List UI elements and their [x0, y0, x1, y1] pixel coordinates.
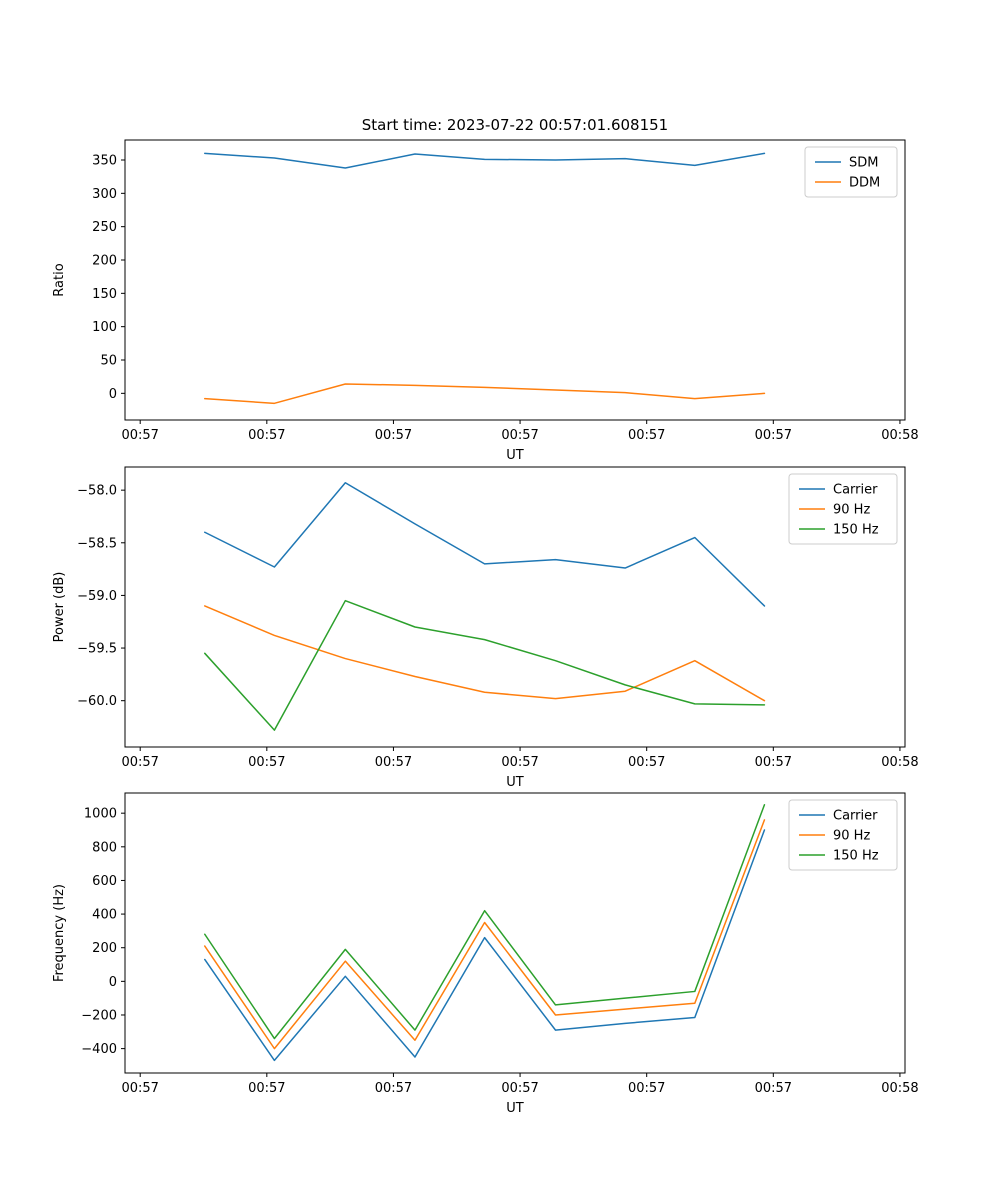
y-tick-label: 200: [92, 941, 117, 956]
y-tick-label: −58.0: [77, 484, 117, 499]
legend: Carrier 90 Hz 150 Hz: [788, 799, 898, 871]
x-tick-label: 00:57: [628, 755, 665, 770]
series-line-sdm: [204, 152, 766, 169]
legend-label: SDM: [849, 156, 878, 171]
x-tick-label: 00:57: [628, 428, 665, 443]
y-tick-label: 200: [92, 254, 117, 269]
x-tick-label: 00:57: [248, 755, 285, 770]
y-tick-label: 250: [92, 220, 117, 235]
legend: Carrier 90 Hz 150 Hz: [788, 473, 898, 545]
y-tick-label: −60.0: [77, 694, 117, 709]
legend-label: 150 Hz: [833, 523, 879, 538]
x-tick-label: 00:57: [755, 755, 792, 770]
x-tick-label: 00:57: [501, 755, 538, 770]
y-axis-label: Power (dB): [52, 572, 67, 643]
y-tick-label: 0: [109, 387, 117, 402]
series-line-carrier: [204, 482, 766, 607]
x-tick-label: 00:57: [121, 1081, 158, 1096]
series-line-carrier: [204, 829, 766, 1062]
legend-box: [788, 473, 898, 545]
series-line-ddm: [204, 383, 766, 405]
y-tick-label: −200: [81, 1008, 117, 1023]
x-axis-label: UT: [506, 1101, 524, 1116]
x-tick-label: 00:57: [628, 1081, 665, 1096]
legend-label: 90 Hz: [833, 503, 870, 518]
x-tick-label: 00:57: [755, 1081, 792, 1096]
legend-box: [788, 799, 898, 871]
x-tick-label: 00:57: [375, 755, 412, 770]
x-tick-label: 00:57: [248, 428, 285, 443]
x-tick-label: 00:57: [501, 1081, 538, 1096]
legend: SDM DDM: [804, 146, 898, 198]
legend-label: Carrier: [833, 483, 878, 498]
x-tick-label: 00:58: [881, 755, 918, 770]
y-tick-label: 350: [92, 154, 117, 169]
legend-label: DDM: [849, 176, 880, 191]
x-tick-label: 00:57: [501, 428, 538, 443]
x-tick-label: 00:57: [121, 428, 158, 443]
series-line-150-hz: [204, 804, 766, 1040]
axes-frame: [124, 139, 906, 421]
legend-label: Carrier: [833, 809, 878, 824]
legend-box: [804, 146, 898, 198]
x-axis-label: UT: [506, 448, 524, 463]
x-axis-label: UT: [506, 775, 524, 790]
series-line-90-hz: [204, 605, 766, 702]
y-tick-label: 800: [92, 840, 117, 855]
y-tick-label: 50: [100, 354, 117, 369]
subplot-title: Start time: 2023-07-22 00:57:01.608151: [362, 116, 668, 134]
series-line-90-hz: [204, 819, 766, 1050]
series-line-150-hz: [204, 599, 766, 731]
x-tick-label: 00:58: [881, 428, 918, 443]
y-axis-label: Frequency (Hz): [52, 884, 67, 982]
subplot-ratio: 00:57 00:57 00:57 00:57 00:57 00:57 00:58 0 50 10…: [52, 116, 919, 463]
axes-frame: [124, 792, 906, 1074]
y-tick-label: 300: [92, 187, 117, 202]
legend-label: 90 Hz: [833, 829, 870, 844]
x-tick-label: 00:57: [121, 755, 158, 770]
subplot-frequency: 00:57 00:57 00:57 00:57 00:57 00:57 00:58 −400 −…: [52, 792, 919, 1116]
x-tick-label: 00:57: [248, 1081, 285, 1096]
y-tick-label: −59.0: [77, 589, 117, 604]
subplot-power: 00:57 00:57 00:57 00:57 00:57 00:57 00:58 −60.0…: [52, 466, 919, 790]
y-tick-label: 150: [92, 287, 117, 302]
x-tick-label: 00:57: [375, 428, 412, 443]
y-tick-label: 1000: [84, 807, 117, 822]
axes-frame: [124, 466, 906, 748]
x-tick-label: 00:57: [375, 1081, 412, 1096]
y-tick-label: −400: [81, 1042, 117, 1057]
y-tick-label: 600: [92, 874, 117, 889]
y-tick-label: 100: [92, 320, 117, 335]
legend-label: 150 Hz: [833, 849, 879, 864]
y-axis-label: Ratio: [52, 263, 67, 296]
x-tick-label: 00:57: [755, 428, 792, 443]
y-tick-label: 0: [109, 975, 117, 990]
x-tick-label: 00:58: [881, 1081, 918, 1096]
y-tick-label: −58.5: [77, 536, 117, 551]
y-tick-label: 400: [92, 908, 117, 923]
y-tick-label: −59.5: [77, 642, 117, 657]
